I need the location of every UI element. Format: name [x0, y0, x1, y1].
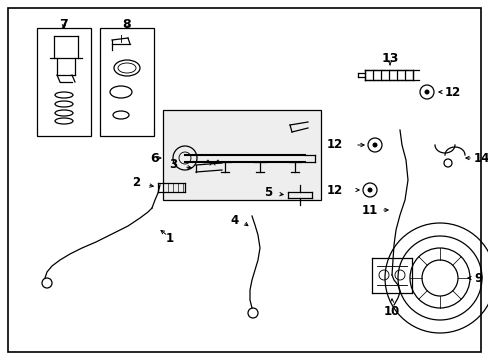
- Circle shape: [424, 90, 428, 94]
- Text: 7: 7: [60, 18, 68, 31]
- Text: 3: 3: [168, 158, 177, 171]
- Text: 8: 8: [122, 18, 131, 31]
- Circle shape: [372, 143, 377, 148]
- Text: 14: 14: [473, 152, 488, 165]
- Text: 11: 11: [361, 203, 377, 216]
- Circle shape: [367, 188, 372, 193]
- Bar: [37, 28, 91, 136]
- Bar: [163, 110, 320, 200]
- Text: 13: 13: [381, 51, 398, 64]
- Text: 10: 10: [383, 305, 399, 318]
- Bar: [100, 28, 154, 136]
- Text: 12: 12: [326, 139, 342, 152]
- Text: 6: 6: [150, 152, 159, 165]
- Text: 9: 9: [473, 271, 481, 284]
- Text: 12: 12: [326, 184, 342, 197]
- Text: 4: 4: [230, 213, 239, 226]
- Text: 1: 1: [165, 231, 174, 244]
- Text: 2: 2: [132, 176, 140, 189]
- Text: 5: 5: [264, 185, 271, 198]
- Text: 12: 12: [444, 85, 460, 99]
